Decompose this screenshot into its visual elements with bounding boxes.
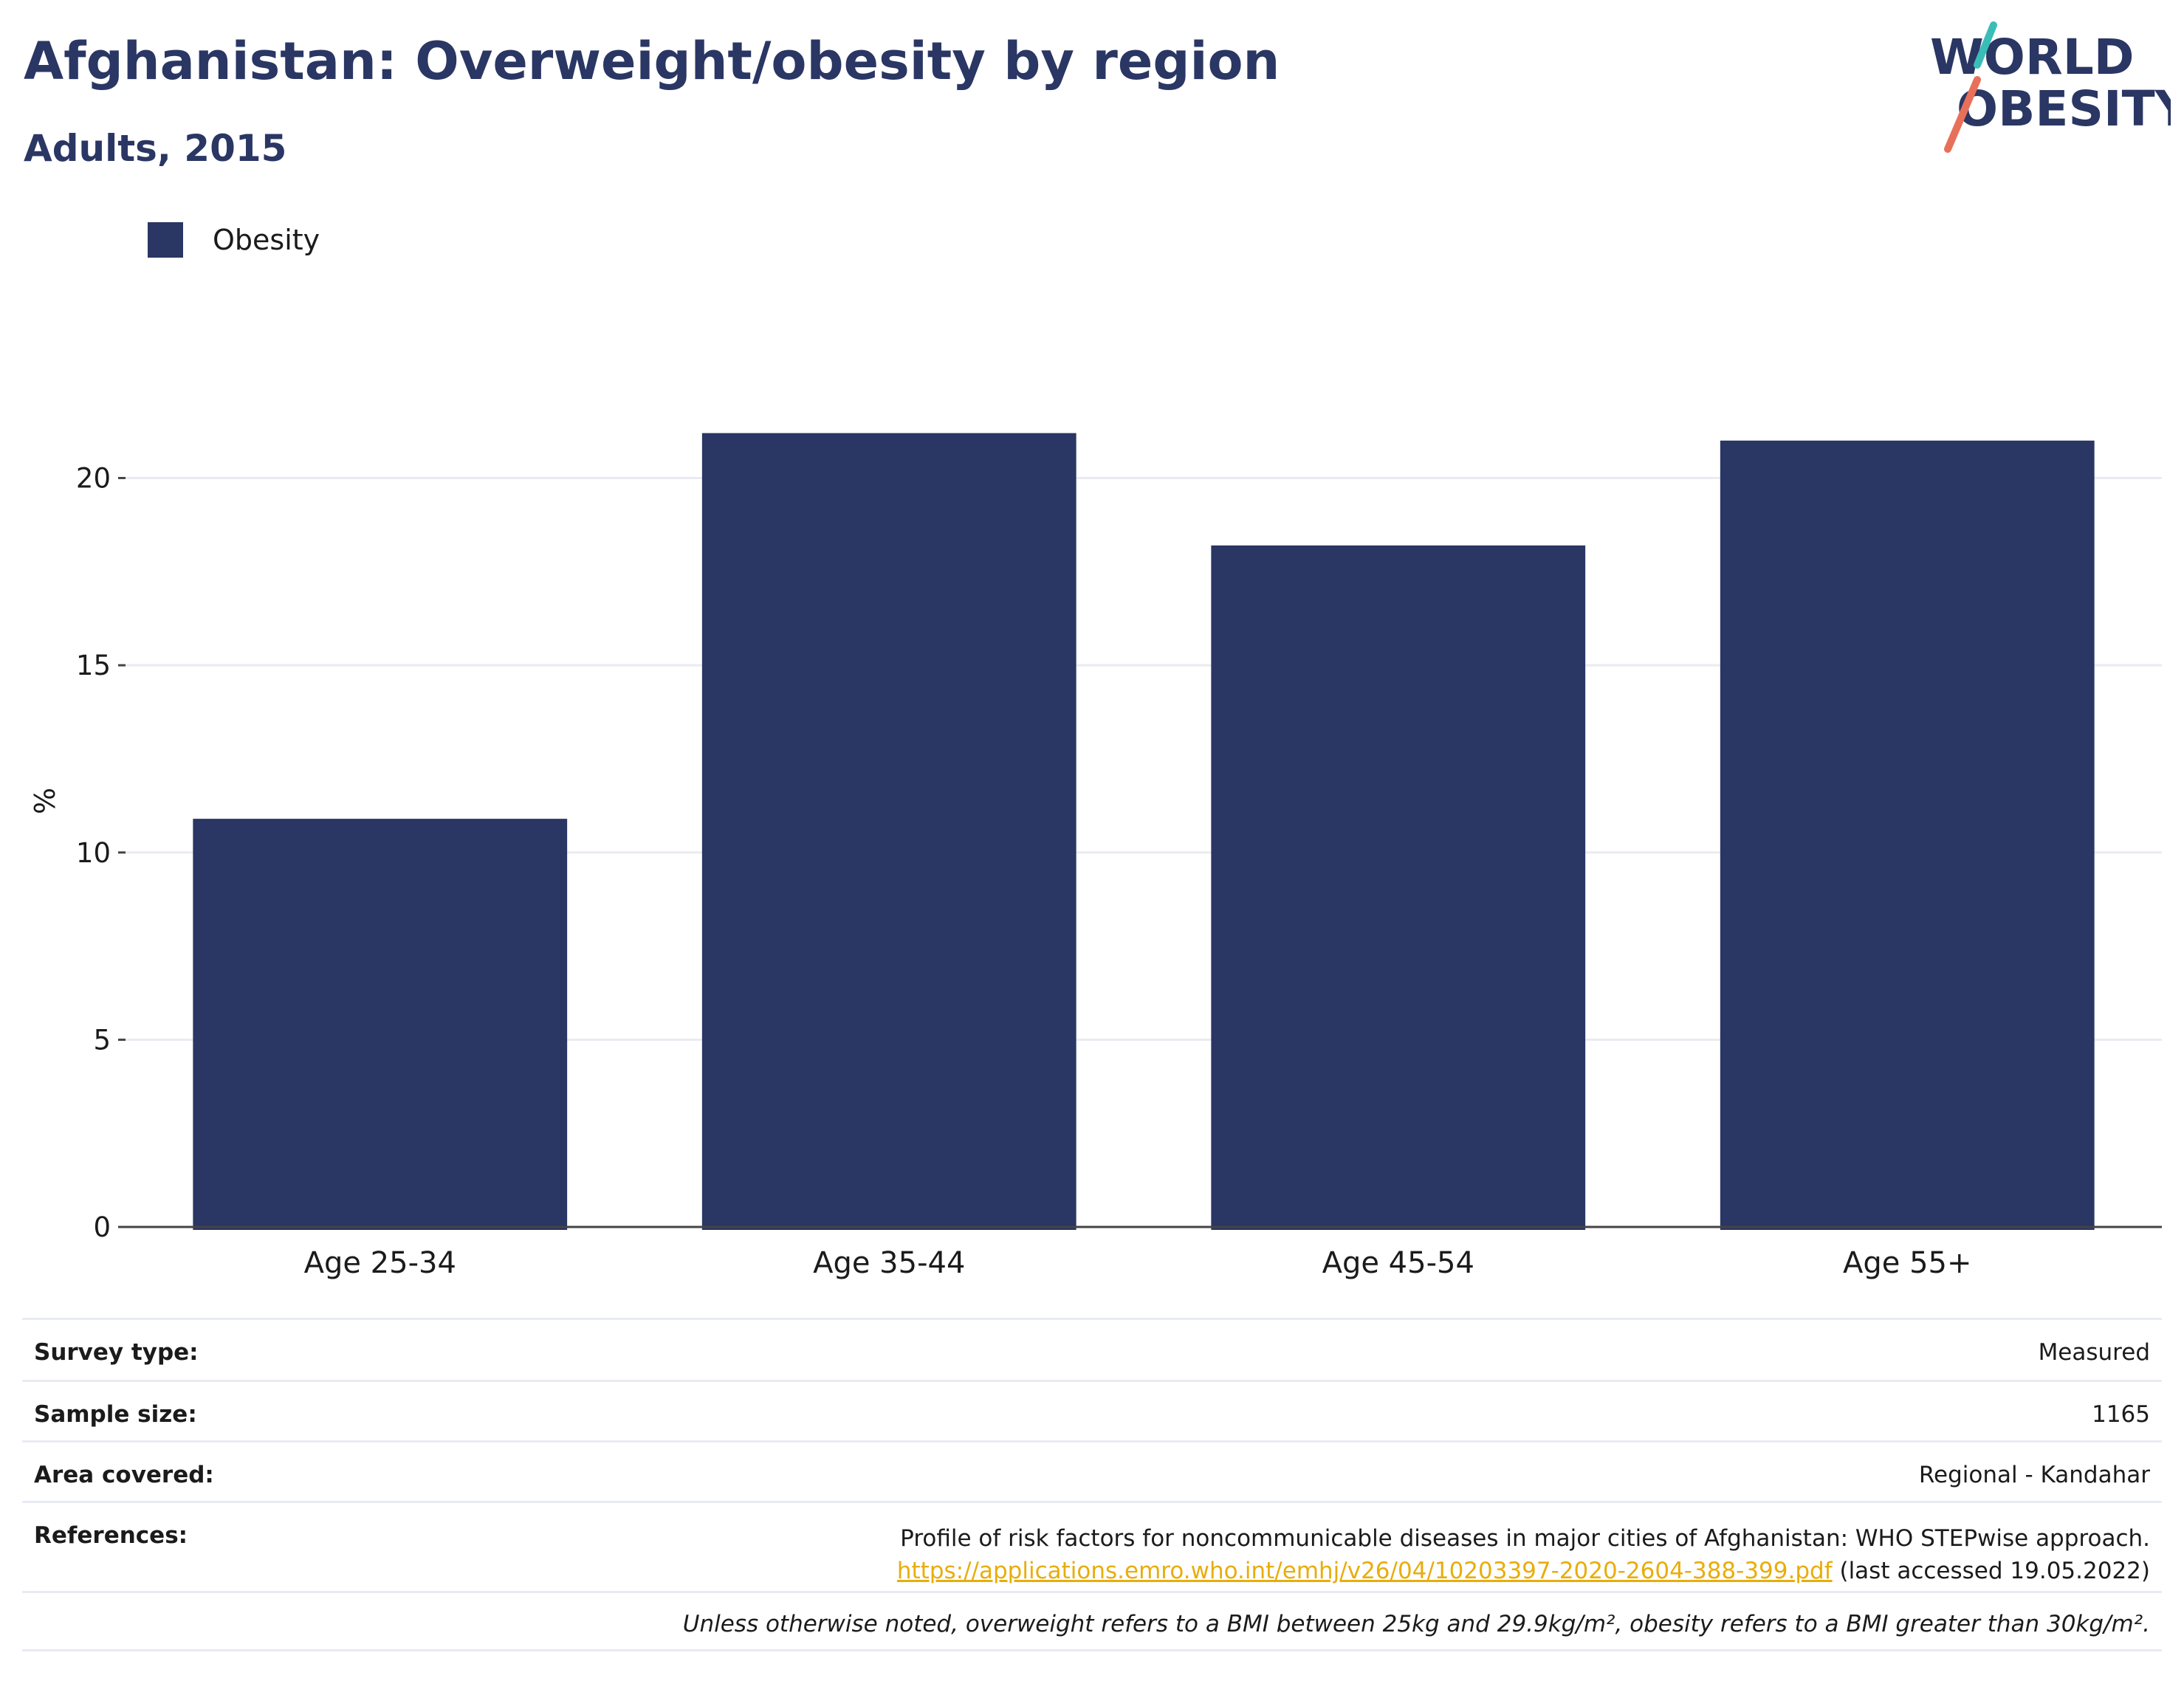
chart-legend: Obesity (148, 221, 320, 258)
info-row-survey-type: Survey type: Measured (22, 1318, 2162, 1380)
y-tick-label: 0 (93, 1211, 111, 1243)
bar-age-45-54[interactable] (1211, 545, 1586, 1230)
logo-line2: OBESITY (1957, 80, 2171, 137)
references-value: Profile of risk factors for noncommunica… (897, 1522, 2150, 1587)
x-tick-label: Age 55+ (1843, 1246, 1972, 1280)
sample-size-label: Sample size: (34, 1401, 197, 1428)
chart-subtitle: Adults, 2015 (24, 127, 287, 170)
legend-label-obesity: Obesity (213, 224, 320, 256)
definition-note: Unless otherwise noted, overweight refer… (22, 1591, 2162, 1651)
sample-size-value: 1165 (2092, 1401, 2150, 1428)
survey-type-label: Survey type: (34, 1339, 199, 1366)
logo-slash-teal (1974, 21, 1997, 69)
logo-slash-coral (1944, 76, 1981, 153)
y-axis-label: % (29, 788, 61, 814)
references-link[interactable]: https://applications.emro.who.int/emhj/v… (896, 1558, 1833, 1584)
survey-type-value: Measured (2038, 1339, 2150, 1366)
references-text: Profile of risk factors for noncommunica… (900, 1525, 2150, 1552)
info-row-references: References: Profile of risk factors for … (22, 1501, 2162, 1591)
logo-line1: WORLD (1930, 29, 2135, 86)
bar-layer (193, 433, 2095, 1230)
bar-age-25-34[interactable] (193, 819, 568, 1230)
info-table: Survey type: Measured Sample size: 1165 … (22, 1318, 2162, 1651)
world-obesity-logo: WORLD OBESITY (1930, 21, 2171, 153)
y-tick-label: 15 (76, 650, 111, 681)
info-row-area-covered: Area covered: Regional - Kandahar (22, 1440, 2162, 1501)
x-tick-label: Age 35-44 (813, 1246, 965, 1280)
area-covered-value: Regional - Kandahar (1918, 1462, 2150, 1488)
y-tick-label: 10 (76, 837, 111, 869)
x-tick-label: Age 45-54 (1322, 1246, 1474, 1280)
y-tick-label: 5 (93, 1024, 111, 1056)
references-label: References: (34, 1522, 188, 1549)
legend-swatch-obesity (148, 222, 183, 258)
axis-layer: 0 5 10 15 20 Age 25-34 Age 35-44 Age 45-54 Age 5… (76, 463, 2162, 1280)
y-tick-label: 20 (76, 463, 111, 495)
bar-chart: 0 5 10 15 20 Age 25-34 Age 35-44 Age 45-54 Age 5… (29, 433, 2162, 1280)
bar-age-35-44[interactable] (701, 433, 1076, 1230)
area-covered-label: Area covered: (34, 1462, 214, 1488)
x-tick-label: Age 25-34 (304, 1246, 456, 1280)
bar-age-55-[interactable] (1720, 440, 2095, 1230)
references-suffix: (last accessed 19.05.2022) (1832, 1558, 2150, 1584)
chart-title: Afghanistan: Overweight/obesity by regio… (24, 31, 1280, 92)
info-row-sample-size: Sample size: 1165 (22, 1380, 2162, 1440)
